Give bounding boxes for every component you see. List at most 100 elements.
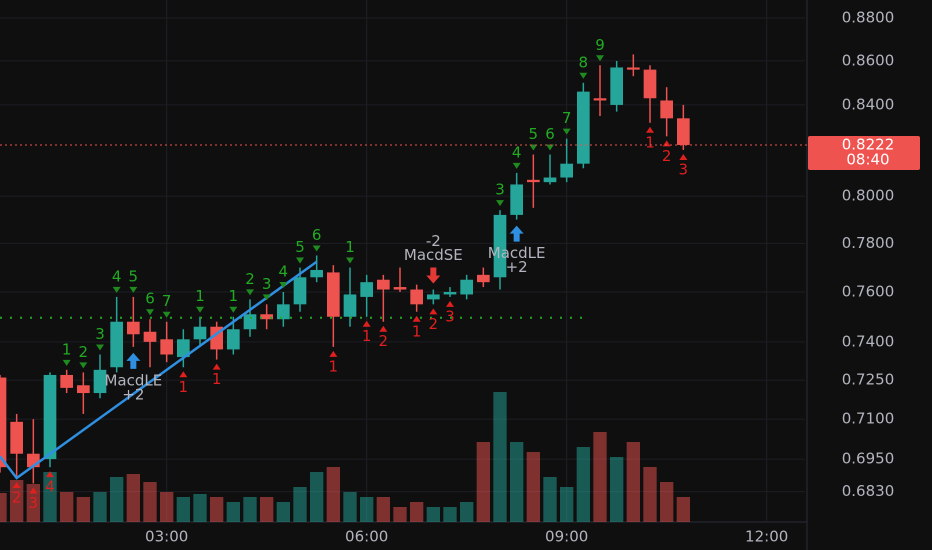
count-marker — [246, 289, 254, 296]
y-tick-label: 0.8600 — [842, 51, 895, 69]
candle-body — [10, 421, 23, 454]
volume-bar — [610, 457, 624, 522]
volume-bar — [143, 482, 157, 522]
count-marker — [146, 309, 154, 316]
volume-bar — [593, 432, 607, 522]
volume-bar — [476, 442, 490, 522]
volume-bar — [160, 492, 174, 522]
signal-qty: +2 — [122, 385, 144, 403]
volume-bar — [626, 442, 640, 522]
candle-body — [127, 321, 140, 335]
count-label: 1 — [62, 340, 72, 358]
count-label: 7 — [162, 292, 172, 310]
count-marker — [129, 286, 138, 293]
candle-body — [477, 274, 490, 283]
count-marker — [229, 306, 238, 313]
signal-arrow — [126, 352, 141, 369]
count-label: 3 — [262, 275, 272, 293]
count-label: 4 — [279, 262, 289, 280]
volume-bar — [110, 477, 124, 522]
y-tick-label: 0.8800 — [842, 8, 895, 26]
candle-body — [660, 100, 673, 119]
candle-body — [193, 326, 207, 340]
candle-body — [77, 385, 90, 394]
candle-body — [60, 374, 73, 388]
count-marker — [329, 350, 338, 357]
volume-bar — [376, 497, 390, 522]
x-tick-label: 12:00 — [745, 528, 788, 546]
count-label: 2 — [12, 489, 22, 507]
count-marker — [446, 300, 454, 307]
count-label: 1 — [329, 357, 339, 375]
count-marker — [412, 315, 421, 322]
x-tick-label: 03:00 — [145, 528, 188, 546]
x-tick-label: 09:00 — [545, 528, 588, 546]
candle-body — [227, 329, 240, 350]
volume-bar — [226, 502, 240, 522]
count-marker — [512, 162, 521, 169]
candle-body — [627, 67, 640, 70]
candle-body — [443, 291, 457, 295]
volume-bar — [193, 494, 207, 522]
count-label: 5 — [529, 125, 539, 143]
y-tick-label: 0.7600 — [842, 282, 895, 300]
candle-body — [593, 98, 607, 101]
count-marker — [179, 371, 188, 378]
volume-bar — [360, 497, 374, 522]
count-marker — [496, 200, 504, 207]
y-tick-label: 0.7400 — [842, 332, 895, 350]
count-marker — [596, 55, 604, 62]
count-label: 2 — [245, 270, 255, 288]
volume-bar — [260, 497, 274, 522]
candle-body — [410, 289, 423, 305]
count-label: 4 — [112, 267, 122, 285]
candle-body — [560, 163, 573, 178]
y-tick-label: 0.7100 — [842, 410, 895, 428]
count-label: 6 — [145, 290, 155, 308]
count-marker — [46, 471, 54, 478]
volume-bar — [326, 467, 340, 522]
volume-bar — [26, 484, 40, 522]
count-marker — [529, 144, 538, 151]
count-marker — [79, 362, 88, 369]
candle-body — [143, 331, 157, 342]
count-marker — [262, 294, 271, 301]
volume-bar — [43, 472, 57, 522]
countdown-label: 08:40 — [846, 150, 889, 168]
volume-bar — [293, 487, 307, 522]
count-marker — [12, 482, 21, 489]
count-marker — [29, 487, 38, 494]
count-marker — [162, 311, 171, 318]
count-marker — [562, 128, 571, 135]
candle-body — [43, 374, 57, 460]
y-tick-label: 0.6950 — [842, 450, 895, 468]
count-label: 5 — [295, 238, 305, 256]
count-label: 2 — [79, 343, 89, 361]
count-label: 1 — [229, 287, 239, 305]
candle-body — [260, 314, 273, 320]
volume-bar — [76, 497, 90, 522]
count-marker — [62, 359, 71, 366]
count-label: 8 — [579, 53, 589, 71]
signal-name: MacdLE — [104, 371, 162, 389]
candle-body — [377, 279, 390, 290]
volume-bar — [310, 472, 324, 522]
volume-bar — [243, 497, 257, 522]
count-marker — [196, 306, 204, 313]
count-marker — [362, 320, 371, 327]
y-tick-label: 0.7800 — [842, 234, 895, 252]
count-label: 1 — [645, 133, 655, 151]
price-label: 0.8222 — [842, 135, 895, 153]
count-label: 3 — [679, 160, 689, 178]
volume-bar — [643, 467, 657, 522]
price-badge — [808, 135, 920, 170]
count-marker — [96, 344, 104, 351]
count-label: 1 — [212, 370, 222, 388]
candle-body — [543, 177, 557, 183]
candle-body — [327, 272, 340, 317]
volume-bar — [343, 492, 357, 522]
count-label: 1 — [412, 322, 422, 340]
volume-bar — [510, 442, 524, 522]
volume-bar — [676, 497, 690, 522]
count-label: 4 — [512, 143, 522, 161]
